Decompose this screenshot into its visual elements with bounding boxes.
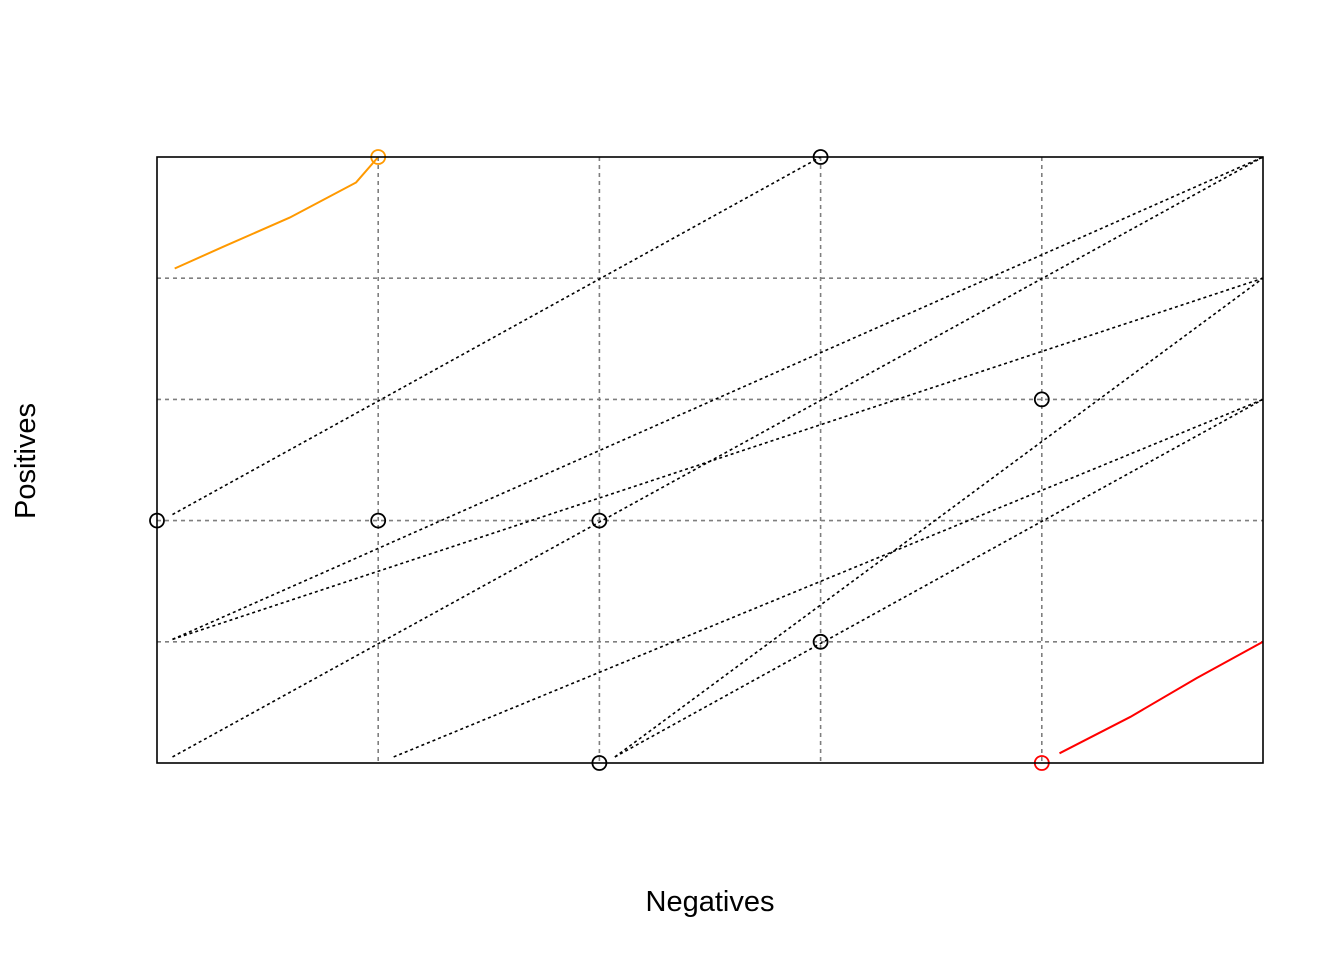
- highlight-line-1: [174, 156, 379, 270]
- x-axis-label: Negatives: [646, 886, 775, 918]
- iso-line-3: [172, 277, 1264, 641]
- iso-line-2: [172, 156, 1264, 758]
- y-axis-label: Positives: [10, 403, 42, 519]
- data-point-5: [812, 633, 829, 650]
- iso-line-4: [172, 156, 1264, 641]
- grid-layer: [157, 157, 1263, 763]
- iso-line-6: [614, 277, 1264, 758]
- iso-lines-layer: [172, 156, 1264, 758]
- plot-frame: [156, 156, 1264, 764]
- iso-line-7: [614, 398, 1264, 758]
- iso-line-5: [393, 398, 1264, 758]
- data-point-3: [591, 512, 608, 529]
- data-point-2: [370, 512, 387, 529]
- data-point-6: [1033, 391, 1050, 408]
- iso-line-1: [172, 156, 821, 516]
- highlight-line-2: [1059, 640, 1264, 755]
- highlight-layer: [174, 149, 1264, 771]
